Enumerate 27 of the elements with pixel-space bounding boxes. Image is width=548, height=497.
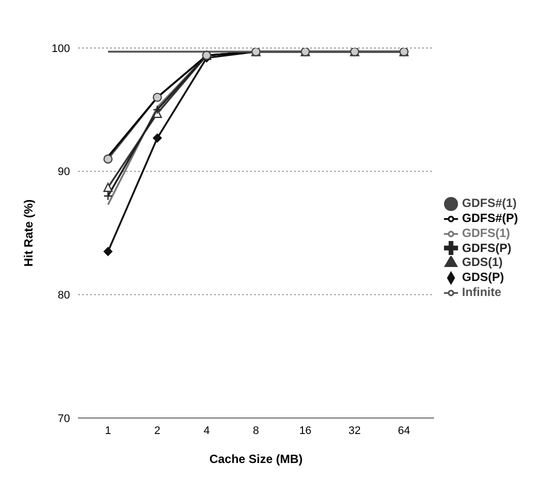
legend-label: GDS(1) bbox=[462, 255, 503, 270]
x-tick-label: 4 bbox=[204, 424, 210, 437]
x-tick-label: 1 bbox=[104, 424, 112, 437]
legend-label: GDS(P) bbox=[462, 270, 504, 284]
x-tick-label: 64 bbox=[398, 424, 410, 437]
point bbox=[103, 191, 113, 201]
x-tick-label: 16 bbox=[299, 424, 312, 437]
y-axis-title: Hit Rate (%) bbox=[21, 199, 36, 267]
point bbox=[103, 154, 113, 164]
y-tick-label: 90 bbox=[58, 166, 70, 178]
point bbox=[152, 134, 162, 143]
legend-label: GDFS(P) bbox=[462, 240, 512, 255]
legend-label: GDFS#(1) bbox=[462, 196, 517, 210]
legend-label: Infinite bbox=[462, 285, 502, 300]
point bbox=[103, 182, 113, 192]
x-tick-label: 32 bbox=[348, 424, 361, 437]
y-tick-label: 100 bbox=[52, 42, 70, 55]
point bbox=[152, 92, 162, 102]
point bbox=[104, 247, 112, 256]
point bbox=[152, 105, 162, 114]
y-tick-label: 80 bbox=[58, 290, 70, 302]
x-tick-label: 8 bbox=[252, 424, 260, 437]
x-tick-label: 2 bbox=[154, 424, 160, 437]
legend-label: GDFS#(P) bbox=[462, 210, 518, 225]
y-tick-label: 70 bbox=[58, 412, 70, 425]
x-axis-title: Cache Size (MB) bbox=[209, 452, 303, 466]
legend-label: GDFS(1) bbox=[462, 226, 510, 240]
